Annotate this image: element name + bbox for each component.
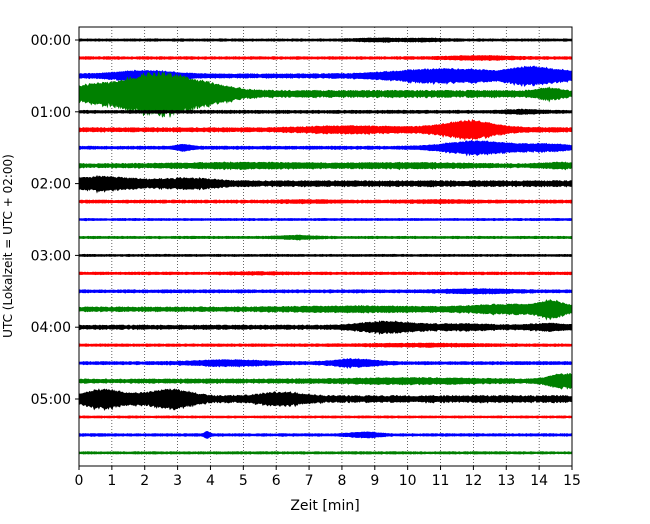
x-axis-ticks: 0 1 2 3 4 5 6 7 8 9 10 11 12 13 14 15 (75, 466, 581, 489)
y-tick-label: 04:00 (31, 320, 71, 336)
seismic-trace (78, 358, 573, 369)
y-tick-label: 03:00 (31, 248, 71, 264)
y-axis-label: UTC (Lokalzeit = UTC + 02:00) (1, 154, 15, 338)
seismic-trace (78, 54, 573, 62)
seismic-trace (78, 118, 573, 141)
x-tick-label: 13 (497, 473, 515, 489)
x-axis-label: Zeit [min] (290, 498, 359, 514)
x-tick-label: 10 (399, 473, 417, 489)
seismic-trace (78, 415, 573, 419)
y-tick-label: 02:00 (31, 177, 71, 193)
vertical-grid (111, 27, 540, 466)
seismic-trace (78, 320, 573, 335)
y-tick-label: 00:00 (31, 33, 71, 49)
x-tick-label: 2 (140, 473, 149, 489)
seismic-trace (78, 288, 573, 295)
x-tick-label: 5 (239, 473, 248, 489)
y-tick-label: 01:00 (31, 105, 71, 121)
y-axis-ticks: 00:00 01:00 02:00 03:00 04:00 05:00 (31, 33, 79, 408)
x-tick-label: 15 (563, 473, 581, 489)
x-tick-label: 1 (107, 473, 116, 489)
seismic-trace (78, 271, 573, 276)
x-tick-label: 14 (530, 473, 548, 489)
seismic-trace (78, 198, 573, 205)
x-tick-label: 9 (370, 473, 379, 489)
x-tick-label: 7 (305, 473, 314, 489)
x-tick-label: 8 (337, 473, 346, 489)
seismic-trace (78, 372, 573, 390)
seismic-trace (78, 37, 573, 43)
x-tick-label: 12 (464, 473, 482, 489)
seismic-trace (78, 161, 573, 171)
seismic-trace (78, 217, 573, 222)
trace-layer (78, 37, 573, 456)
x-tick-label: 0 (75, 473, 84, 489)
x-tick-label: 6 (272, 473, 281, 489)
seismic-trace (78, 342, 573, 348)
plot-frame (78, 26, 573, 467)
seismic-trace (78, 139, 573, 157)
y-tick-label: 05:00 (31, 392, 71, 408)
seismic-trace (78, 299, 573, 321)
x-tick-label: 3 (173, 473, 182, 489)
seismic-trace (78, 451, 573, 456)
seismic-trace (78, 430, 573, 439)
x-tick-label: 11 (432, 473, 450, 489)
seismic-trace (78, 234, 573, 241)
seismic-trace (78, 388, 573, 411)
seismic-trace (78, 175, 573, 194)
x-tick-label: 4 (206, 473, 215, 489)
seismic-trace (78, 253, 573, 258)
